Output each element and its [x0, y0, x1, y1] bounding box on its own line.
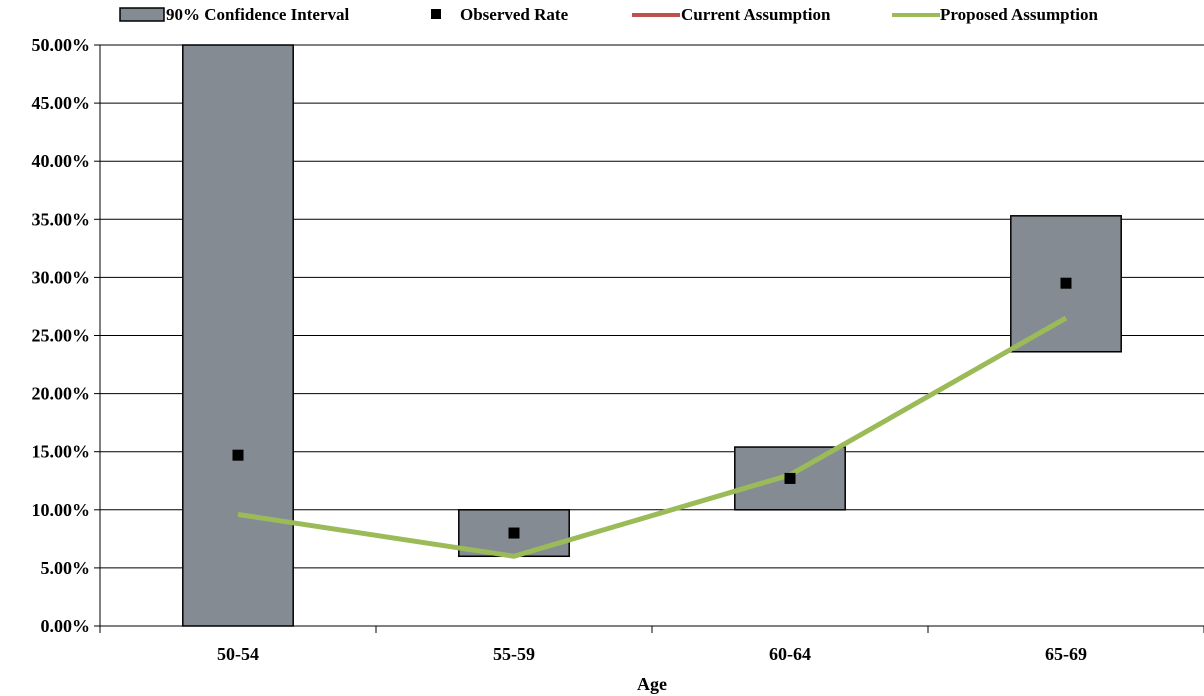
- observed-marker: [1060, 277, 1072, 289]
- legend-label-proposed: Proposed Assumption: [940, 5, 1098, 24]
- ci-box: [182, 44, 294, 627]
- x-tick-label: 55-59: [493, 644, 535, 664]
- y-tick-label: 40.00%: [32, 151, 91, 171]
- y-tick-label: 10.00%: [32, 500, 91, 520]
- y-tick-label: 30.00%: [32, 267, 91, 287]
- y-tick-label: 35.00%: [32, 209, 91, 229]
- x-tick-label: 65-69: [1045, 644, 1087, 664]
- legend-swatch-observed: [431, 9, 441, 19]
- x-tick-label: 50-54: [217, 644, 259, 664]
- observed-marker: [232, 449, 244, 461]
- x-tick-label: 60-64: [769, 644, 811, 664]
- assumption-line: [237, 315, 1068, 559]
- legend-label-observed: Observed Rate: [460, 5, 569, 24]
- y-tick-label: 0.00%: [41, 616, 91, 636]
- y-tick-label: 15.00%: [32, 442, 91, 462]
- y-axis-ticks: 0.00% 5.00% 10.00% 15.00% 20.00% 25.00% 30.00%…: [32, 35, 100, 636]
- observed-marker: [784, 472, 796, 484]
- observed-marker: [508, 527, 520, 539]
- y-tick-label: 25.00%: [32, 326, 91, 346]
- x-axis-ticks: 50-54 55-59 60-64 65-69: [99, 626, 1204, 664]
- x-axis-label: Age: [637, 674, 667, 694]
- y-tick-label: 45.00%: [32, 93, 91, 113]
- y-tick-label: 50.00%: [32, 35, 91, 55]
- confidence-intervals: [182, 44, 1122, 627]
- legend-label-current: Current Assumption: [681, 5, 831, 24]
- y-tick-label: 20.00%: [32, 384, 91, 404]
- y-tick-label: 5.00%: [41, 558, 91, 578]
- legend: 90% Confidence Interval Observed Rate Cu…: [119, 5, 1098, 24]
- legend-swatch-ci: [119, 7, 165, 22]
- legend-label-ci: 90% Confidence Interval: [166, 5, 349, 24]
- observed-markers: [232, 277, 1072, 539]
- assumption-lines: [237, 315, 1068, 559]
